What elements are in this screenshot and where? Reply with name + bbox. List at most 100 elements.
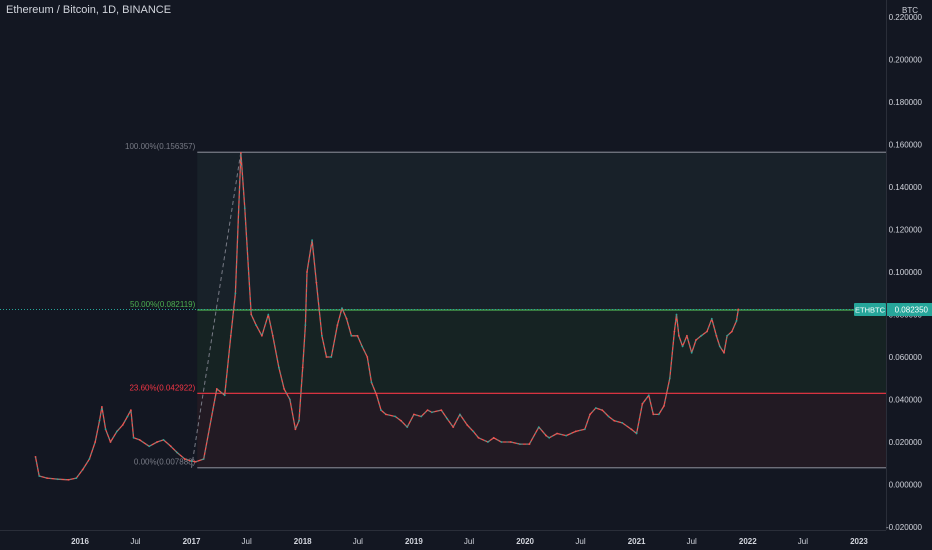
price-point	[190, 460, 193, 462]
price-point	[34, 456, 37, 458]
price-point	[176, 451, 179, 454]
y-tick-label: 0.120000	[889, 226, 923, 235]
price-point	[341, 307, 343, 309]
price-point	[635, 432, 638, 435]
price-point	[537, 426, 540, 428]
fib-label: 23.60%(0.042922)	[129, 383, 195, 392]
price-point	[500, 441, 503, 443]
price-point	[492, 436, 495, 439]
price-point	[194, 460, 197, 463]
price-point	[278, 366, 280, 369]
price-point	[548, 436, 551, 439]
fib-zone-upper	[197, 152, 886, 310]
price-point	[406, 426, 409, 428]
price-point	[472, 430, 475, 433]
price-point	[446, 417, 448, 420]
price-point	[400, 419, 402, 422]
fib-trend-line	[191, 152, 242, 468]
price-point	[88, 458, 91, 460]
price-point	[380, 409, 382, 411]
price-point	[370, 381, 373, 384]
price-point	[101, 406, 103, 408]
price-point	[283, 388, 285, 390]
price-point	[375, 394, 378, 397]
price-point	[298, 419, 300, 422]
price-point	[678, 334, 680, 337]
price-point	[718, 345, 721, 348]
price-point	[356, 334, 359, 337]
price-point	[294, 428, 297, 431]
price-point	[38, 475, 41, 477]
y-axis-unit: BTC	[902, 6, 918, 15]
price-point	[673, 330, 676, 333]
price-point	[706, 330, 708, 333]
price-point	[700, 334, 703, 337]
price-point	[621, 422, 624, 424]
price-point	[737, 308, 740, 311]
x-tick-label: Jul	[798, 537, 808, 546]
price-point	[690, 351, 693, 354]
price-point	[229, 334, 232, 337]
y-tick-label: 0.100000	[889, 268, 923, 277]
price-point	[710, 317, 713, 320]
price-point	[250, 313, 253, 316]
price-point	[304, 324, 307, 326]
price-point	[545, 434, 547, 437]
x-tick-label: Jul	[242, 537, 252, 546]
price-point	[306, 271, 308, 273]
price-point	[565, 434, 568, 437]
price-point	[311, 239, 313, 242]
x-tick-label: 2023	[850, 537, 868, 546]
price-point	[255, 324, 257, 326]
price-point	[594, 407, 597, 409]
price-point	[104, 428, 107, 431]
symbol-tag-label: ETHBTC	[855, 306, 886, 315]
price-point	[487, 441, 489, 443]
x-tick-label: Jul	[353, 537, 363, 546]
x-tick-label: Jul	[575, 537, 585, 546]
price-point	[132, 436, 135, 439]
price-point	[336, 324, 339, 326]
price-point	[81, 468, 84, 471]
fib-zone-middle	[197, 309, 886, 394]
price-point	[723, 351, 725, 354]
price-point	[56, 478, 59, 481]
price-point	[385, 413, 387, 416]
symbol-tag	[854, 303, 886, 317]
price-point	[202, 458, 205, 460]
price-point	[574, 430, 577, 433]
y-tick-label: 0.040000	[889, 396, 923, 405]
price-point	[477, 436, 480, 439]
price-point	[267, 313, 270, 316]
price-point	[271, 334, 274, 337]
price-point	[459, 413, 461, 416]
price-point	[234, 292, 237, 295]
price-point	[350, 334, 353, 337]
price-point	[589, 413, 591, 416]
x-tick-label: Jul	[687, 537, 697, 546]
fib-label: 100.00%(0.156357)	[125, 142, 196, 151]
y-tick-label: 0.000000	[889, 481, 923, 490]
price-point	[466, 424, 469, 426]
price-point	[301, 366, 304, 369]
price-point	[420, 415, 423, 418]
price-point	[663, 405, 665, 407]
x-tick-label: 2019	[405, 537, 423, 546]
price-point	[289, 398, 291, 401]
price-point	[315, 281, 318, 284]
price-point	[321, 334, 323, 337]
price-point	[345, 317, 348, 320]
x-tick-label: 2017	[183, 537, 201, 546]
price-point	[162, 439, 165, 441]
price-point	[98, 419, 101, 422]
price-point	[641, 402, 644, 405]
price-point	[183, 458, 186, 460]
price-point	[509, 441, 512, 443]
x-tick-label: 2018	[294, 537, 312, 546]
price-point	[46, 477, 48, 479]
price-point	[116, 430, 118, 433]
price-point	[413, 413, 415, 416]
price-point	[156, 441, 159, 443]
price-point	[556, 432, 558, 435]
